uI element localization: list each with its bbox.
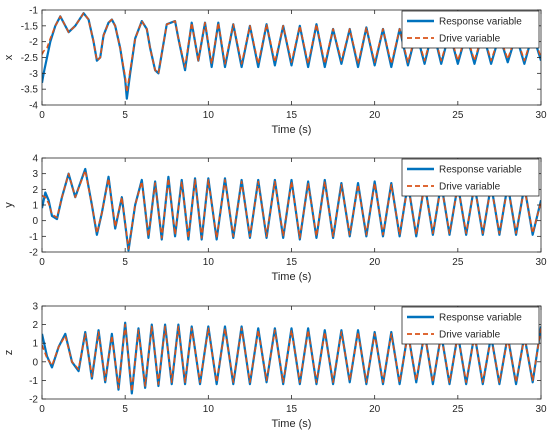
x-tick-label: 0 xyxy=(39,257,45,268)
x-tick-label: 20 xyxy=(369,110,381,121)
legend-label-response: Response variable xyxy=(439,165,522,176)
y-tick-label: -2 xyxy=(29,395,38,406)
legend-box xyxy=(401,306,540,345)
x-tick-label: 25 xyxy=(452,110,464,121)
x-tick-label: 15 xyxy=(286,404,298,415)
series-line-drive xyxy=(42,12,541,94)
x-tick-label: 5 xyxy=(122,404,128,415)
x-tick-label: 20 xyxy=(369,257,381,268)
y-tick-label: 0 xyxy=(32,216,38,227)
x-tick-label: 15 xyxy=(286,257,298,268)
x-tick-label: 10 xyxy=(203,257,215,268)
y-axis-label: y xyxy=(3,202,15,208)
x-tick-label: 10 xyxy=(203,110,215,121)
y-tick-label: -1 xyxy=(29,232,38,243)
x-tick-label: 25 xyxy=(452,257,464,268)
x-tick-label: 30 xyxy=(535,257,547,268)
x-tick-label: 20 xyxy=(369,404,381,415)
x-axis-label: Time (s) xyxy=(272,124,312,136)
x-tick-label: 15 xyxy=(286,110,298,121)
y-tick-label: -3 xyxy=(29,69,38,80)
y-tick-label: 3 xyxy=(32,302,38,313)
legend-box xyxy=(401,158,540,197)
y-tick-label: -2 xyxy=(29,37,38,48)
y-tick-label: 2 xyxy=(32,185,38,196)
y-axis-label: x xyxy=(3,54,15,60)
y-tick-label: -3.5 xyxy=(21,85,39,96)
x-tick-label: 5 xyxy=(122,257,128,268)
legend-label-response: Response variable xyxy=(439,17,522,28)
y-axis-label: z xyxy=(3,350,15,356)
y-tick-label: 4 xyxy=(32,154,38,165)
legend-label-drive: Drive variable xyxy=(439,182,501,193)
y-tick-label: -1 xyxy=(29,6,38,17)
subplot-x: 0 5 10 15 20 25 30 -4 -3.5 -3 -2.5 -2 -1.5 -1 Time (s)… xyxy=(3,6,547,137)
y-tick-label: 1 xyxy=(32,201,38,212)
legend: Response variable Drive variable xyxy=(401,306,540,345)
legend-box xyxy=(401,10,540,49)
x-tick-label: 30 xyxy=(535,110,547,121)
y-tick-label: 2 xyxy=(32,320,38,331)
series-line-drive xyxy=(42,323,541,393)
y-tick-label: -1 xyxy=(29,376,38,387)
y-tick-label: -1.5 xyxy=(21,21,39,32)
legend-label-drive: Drive variable xyxy=(439,330,501,341)
x-axis-label: Time (s) xyxy=(272,271,312,283)
subplot-y: 0 5 10 15 20 25 30 -2 -1 0 1 2 3 4 Time (s) y Response v… xyxy=(3,154,547,284)
legend-label-response: Response variable xyxy=(439,313,522,324)
y-tick-label: -2.5 xyxy=(21,53,39,64)
x-tick-label: 0 xyxy=(39,404,45,415)
x-tick-label: 5 xyxy=(122,110,128,121)
legend: Response variable Drive variable xyxy=(401,158,540,197)
y-tick-label: 0 xyxy=(32,357,38,368)
legend: Response variable Drive variable xyxy=(401,10,540,49)
y-tick-label: 1 xyxy=(32,339,38,350)
x-tick-label: 10 xyxy=(203,404,215,415)
x-tick-label: 0 xyxy=(39,110,45,121)
legend-label-drive: Drive variable xyxy=(439,34,501,45)
subplot-z: 0 5 10 15 20 25 30 -2 -1 0 1 2 3 Time (s) z Response va… xyxy=(3,302,547,431)
x-tick-label: 25 xyxy=(452,404,464,415)
y-tick-label: -2 xyxy=(29,248,38,259)
y-tick-label: 3 xyxy=(32,169,38,180)
x-tick-label: 30 xyxy=(535,404,547,415)
x-axis-label: Time (s) xyxy=(272,418,312,430)
y-tick-label: -4 xyxy=(29,101,38,112)
series-line-drive xyxy=(42,169,541,250)
